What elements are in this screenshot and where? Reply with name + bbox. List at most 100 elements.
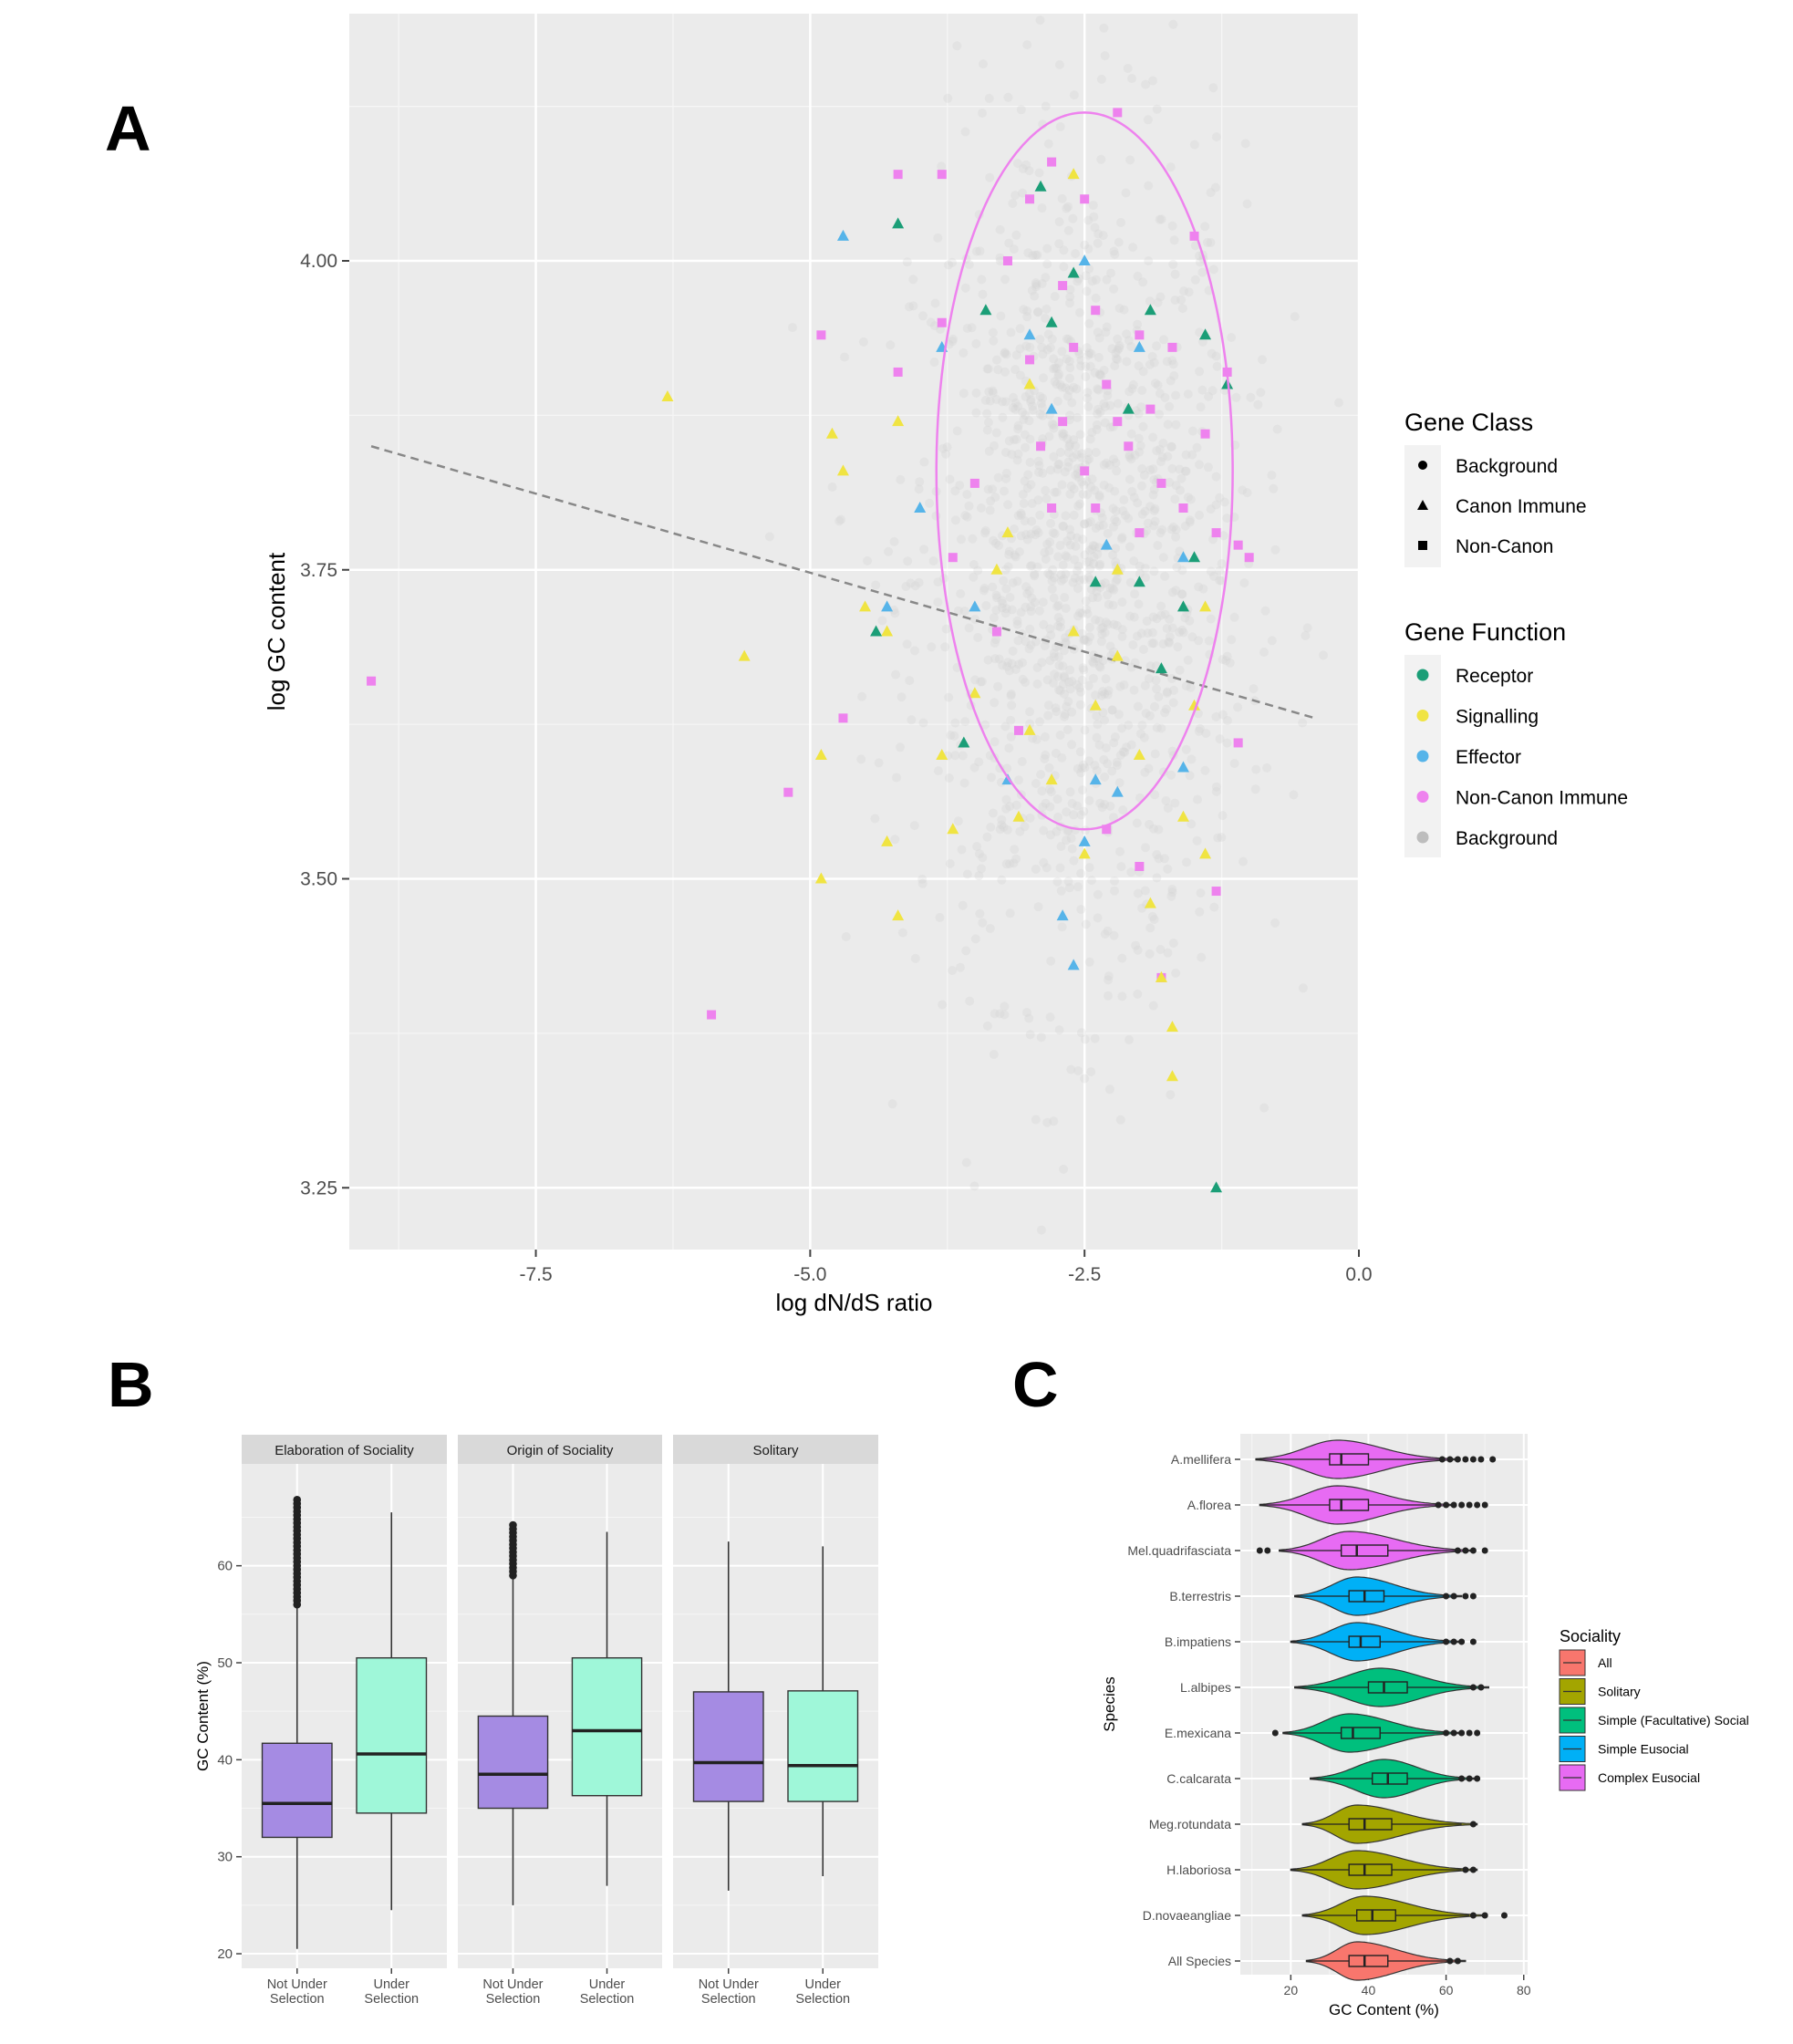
background-point: [991, 635, 1000, 645]
y-tick-label: 3.50: [300, 869, 337, 890]
background-point: [1007, 605, 1017, 615]
background-point: [1111, 506, 1121, 516]
background-point: [962, 490, 972, 500]
non-canon-point: [937, 170, 947, 180]
background-point: [938, 443, 948, 453]
background-point: [1009, 858, 1019, 868]
background-point: [1031, 280, 1042, 289]
background-point: [990, 493, 1000, 503]
background-point: [1108, 503, 1118, 514]
background-point: [1033, 456, 1043, 466]
background-point: [1032, 663, 1042, 672]
background-point: [1083, 573, 1093, 582]
x-tick-label: Not Under: [267, 1977, 327, 1992]
legend-label: Non-Canon: [1456, 536, 1553, 557]
background-point: [1112, 620, 1122, 630]
background-point: [1093, 409, 1103, 419]
background-point: [1110, 886, 1119, 896]
background-point: [1035, 410, 1045, 420]
canon-immune-point: [881, 835, 894, 846]
background-point: [1163, 804, 1173, 814]
background-point: [1204, 636, 1214, 646]
background-point: [1000, 1010, 1010, 1020]
background-point: [985, 172, 995, 182]
legend-label: Non-Canon Immune: [1456, 788, 1628, 809]
background-point: [1062, 391, 1073, 401]
y-axis-title: GC Content (%): [194, 1661, 212, 1771]
background-point: [959, 348, 969, 358]
background-point: [1071, 441, 1081, 451]
canon-immune-point: [1045, 773, 1058, 785]
background-point: [1084, 545, 1094, 555]
background-point: [1149, 915, 1159, 924]
background-point: [1195, 257, 1205, 267]
background-point: [995, 253, 1005, 263]
background-point: [1020, 430, 1030, 440]
background-point: [918, 311, 928, 321]
background-point: [1185, 515, 1195, 525]
background-point: [1059, 245, 1069, 255]
background-point: [1183, 389, 1193, 399]
background-point: [1050, 669, 1060, 680]
non-canon-point: [1058, 281, 1068, 291]
background-point: [1088, 593, 1098, 603]
background-point: [1011, 552, 1021, 562]
background-point: [1092, 711, 1102, 721]
background-point: [1206, 238, 1216, 247]
background-point: [1045, 656, 1055, 666]
background-point: [1105, 422, 1115, 432]
background-point: [1053, 600, 1063, 610]
outlier-point: [1454, 1957, 1461, 1965]
background-point: [1026, 640, 1036, 650]
background-point: [1000, 486, 1009, 496]
background-point: [1090, 485, 1100, 495]
background-point: [1049, 364, 1059, 374]
background-point: [1147, 911, 1157, 921]
background-point: [1075, 307, 1084, 317]
box: [1367, 1681, 1408, 1694]
background-point: [1055, 731, 1065, 740]
background-point: [1242, 199, 1252, 209]
background-point: [1133, 631, 1142, 641]
canon-immune-point: [1067, 959, 1080, 970]
background-point: [1073, 561, 1083, 571]
background-point: [982, 1021, 992, 1031]
violin-plot: 20 40 60 80A.melliferaA.floreaMel.quadrifas…: [1101, 1434, 1749, 2018]
background-point: [1301, 630, 1311, 640]
background-point: [1103, 926, 1113, 936]
background-point: [905, 676, 915, 686]
background-point: [1004, 550, 1014, 559]
background-point: [1050, 292, 1060, 301]
background-point: [1062, 434, 1073, 444]
legend-label: Simple Eusocial: [1598, 1742, 1689, 1757]
background-point: [1062, 725, 1073, 734]
background-point: [1262, 763, 1272, 773]
canon-immune-point: [1133, 749, 1145, 760]
outlier-point: [1477, 1684, 1485, 1691]
background-point: [1077, 477, 1087, 487]
background-point: [1024, 416, 1034, 426]
background-point: [914, 577, 924, 587]
background-point: [1062, 552, 1072, 562]
non-canon-point: [1047, 503, 1057, 513]
background-point: [1075, 430, 1085, 440]
background-point: [1159, 335, 1168, 345]
background-point: [1032, 562, 1042, 572]
background-point: [919, 457, 929, 467]
background-point: [1000, 397, 1011, 407]
background-point: [1094, 616, 1104, 626]
background-point: [1011, 398, 1021, 408]
background-point: [979, 59, 988, 69]
background-point: [1011, 404, 1021, 414]
background-point: [1160, 392, 1170, 402]
background-point: [1222, 738, 1232, 748]
outlier-point: [1469, 1684, 1477, 1691]
canon-immune-point: [1089, 576, 1102, 587]
background-point: [1147, 351, 1157, 361]
background-point: [1260, 606, 1270, 616]
background-point: [1093, 327, 1103, 337]
background-point: [1138, 277, 1148, 287]
background-point: [1153, 380, 1163, 390]
box: [1348, 1635, 1381, 1648]
background-point: [1077, 628, 1087, 638]
